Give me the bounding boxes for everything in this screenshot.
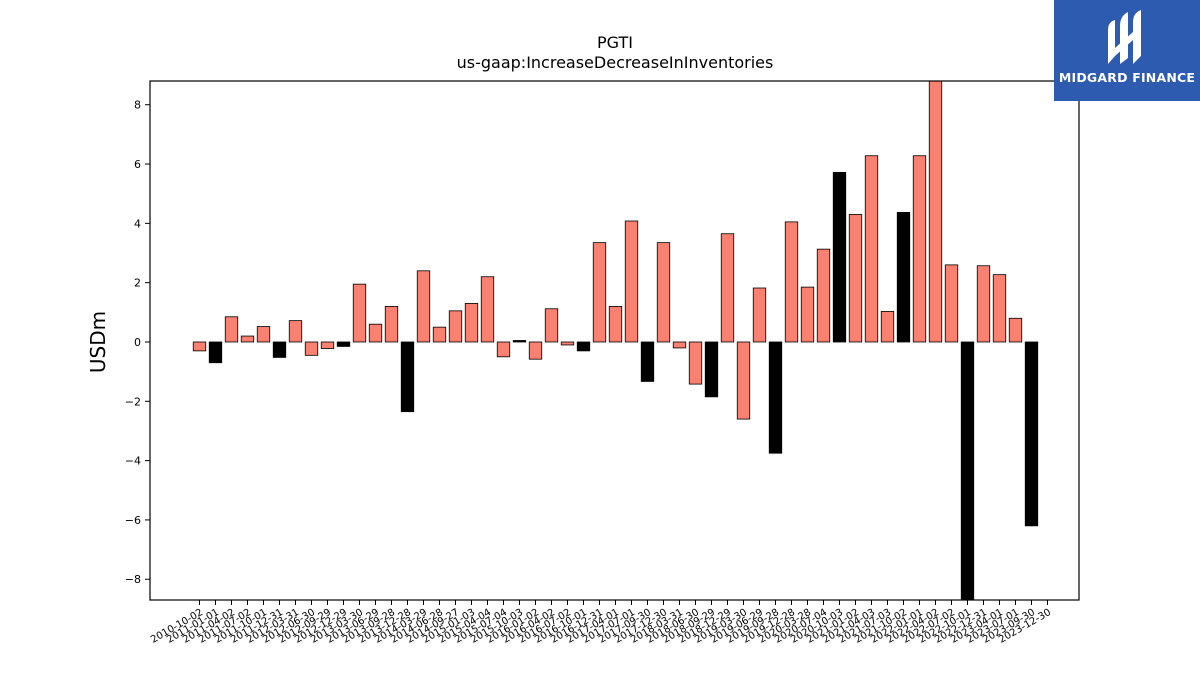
bar xyxy=(816,248,831,343)
bar xyxy=(576,341,591,352)
bar xyxy=(704,341,719,398)
y-tick-label: −2 xyxy=(125,395,141,408)
bar-series xyxy=(192,80,1039,601)
bar xyxy=(448,310,463,343)
bar xyxy=(224,316,239,343)
bar xyxy=(800,286,815,343)
bar xyxy=(608,305,623,343)
brand-logo: MIDGARD FINANCE xyxy=(1054,0,1200,101)
bar xyxy=(592,242,607,343)
bar xyxy=(864,155,879,343)
bar xyxy=(912,155,927,343)
bar xyxy=(384,305,399,343)
bar xyxy=(944,264,959,343)
bar xyxy=(720,233,735,343)
y-axis-label: USDm xyxy=(86,311,110,373)
y-tick-label: −4 xyxy=(125,455,141,468)
bar xyxy=(688,341,703,385)
bar xyxy=(976,265,991,343)
y-tick-label: 6 xyxy=(134,158,141,171)
bar xyxy=(288,320,303,343)
bar xyxy=(672,341,687,349)
y-tick-label: −8 xyxy=(125,573,141,586)
plot-frame xyxy=(149,80,1080,601)
bar xyxy=(656,242,671,343)
bar xyxy=(880,311,895,343)
bar xyxy=(784,221,799,343)
chart-title: PGTI xyxy=(597,33,633,52)
bar xyxy=(432,326,447,343)
x-axis: 2010-10-022011-01-012011-04-022011-07-02… xyxy=(149,600,1053,646)
y-axis: −8 −6 −4 −2 0 2 4 6 8 xyxy=(125,99,150,586)
bar xyxy=(1024,341,1039,527)
bar xyxy=(208,341,223,364)
bar xyxy=(768,341,783,454)
y-tick-label: 4 xyxy=(134,217,141,230)
bar xyxy=(832,171,847,343)
y-tick-label: −6 xyxy=(125,514,141,527)
bar xyxy=(992,274,1007,343)
bar xyxy=(512,340,527,343)
logo-text: MIDGARD FINANCE xyxy=(1058,70,1196,85)
bar xyxy=(640,341,655,382)
bar xyxy=(192,341,207,352)
bar xyxy=(928,80,943,343)
bar xyxy=(960,341,975,601)
bar xyxy=(464,303,479,343)
y-tick-label: 8 xyxy=(134,99,141,112)
bar xyxy=(896,211,911,343)
bar xyxy=(752,287,767,343)
bar xyxy=(528,341,543,360)
bar xyxy=(416,270,431,343)
bar xyxy=(624,220,639,343)
bar xyxy=(560,341,575,346)
bar xyxy=(496,341,511,358)
bar xyxy=(320,341,335,349)
bar xyxy=(336,341,351,347)
bar xyxy=(240,335,255,343)
bar xyxy=(1008,317,1023,343)
bar xyxy=(352,283,367,343)
bar xyxy=(304,341,319,356)
bar xyxy=(400,341,415,413)
y-tick-label: 2 xyxy=(134,277,141,290)
bar xyxy=(736,341,751,420)
bar xyxy=(848,214,863,343)
midgard-logo-icon xyxy=(1108,10,1141,64)
y-tick-label: 0 xyxy=(134,336,141,349)
chart-subtitle: us-gaap:IncreaseDecreaseInInventories xyxy=(457,53,774,72)
bar xyxy=(480,276,495,343)
bar xyxy=(368,323,383,343)
bar xyxy=(256,326,271,343)
bar xyxy=(544,308,559,343)
bar xyxy=(272,341,287,358)
